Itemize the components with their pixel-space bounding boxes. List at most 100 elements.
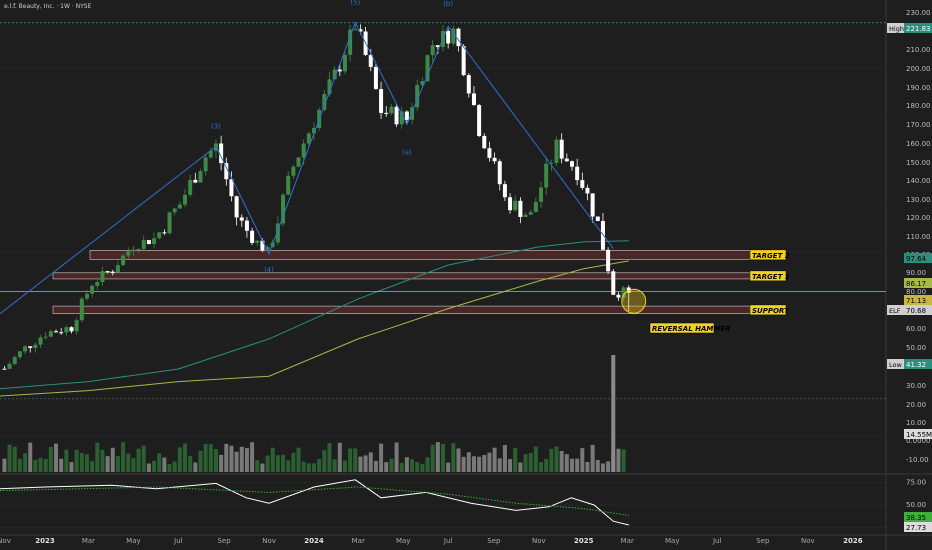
wave-label: (5) bbox=[350, 0, 360, 7]
candle-body bbox=[64, 327, 69, 333]
candle bbox=[43, 331, 48, 340]
candle-body bbox=[17, 351, 22, 358]
time-tick-label: Sep bbox=[487, 537, 501, 545]
candle-body bbox=[38, 337, 43, 345]
candle-body bbox=[585, 187, 590, 194]
hammer-highlight bbox=[621, 288, 647, 314]
price-tick-label: 190.00 bbox=[906, 84, 931, 92]
candle bbox=[286, 171, 291, 196]
candle bbox=[33, 342, 38, 353]
volume-bar bbox=[621, 449, 626, 472]
candle-body bbox=[508, 197, 513, 211]
candle-body bbox=[415, 84, 420, 108]
volume-bar bbox=[296, 447, 301, 472]
volume-bar bbox=[322, 450, 327, 472]
candle bbox=[502, 180, 507, 201]
candle-body bbox=[291, 166, 296, 176]
volume-bars bbox=[2, 355, 626, 472]
candle-body bbox=[59, 332, 64, 334]
candle-body bbox=[208, 150, 213, 158]
price-tick-label: 60.00 bbox=[906, 325, 926, 333]
candle bbox=[69, 326, 74, 334]
volume-bar bbox=[286, 460, 291, 472]
volume-bar bbox=[523, 454, 528, 472]
candle bbox=[451, 25, 456, 46]
rsi-value-box bbox=[904, 522, 932, 532]
candle-body bbox=[368, 54, 373, 67]
zone-target-2: TARGET 2 bbox=[89, 249, 790, 261]
volume-bar bbox=[198, 450, 203, 472]
volume-bar bbox=[23, 453, 28, 472]
candle bbox=[79, 297, 84, 323]
candle-body bbox=[167, 212, 172, 234]
volume-bar bbox=[177, 447, 182, 472]
candle bbox=[193, 172, 198, 184]
price-tag: 86.17 bbox=[904, 278, 932, 288]
candle bbox=[157, 231, 162, 240]
volume-bar bbox=[384, 462, 389, 472]
volume-bar bbox=[255, 460, 260, 472]
volume-bar bbox=[446, 462, 451, 472]
price-tick-label: 210.00 bbox=[906, 46, 931, 54]
volume-bar bbox=[404, 457, 409, 472]
price-tick-label: 200.00 bbox=[906, 65, 931, 73]
candle bbox=[446, 28, 451, 49]
volume-bar bbox=[415, 461, 420, 472]
candle bbox=[533, 197, 538, 213]
volume-bar bbox=[513, 447, 518, 472]
volume-bar bbox=[136, 448, 141, 472]
volume-bar bbox=[471, 456, 476, 472]
candle bbox=[539, 181, 544, 209]
candle-body bbox=[420, 81, 425, 85]
candle bbox=[188, 174, 193, 197]
time-tick-label: Jul bbox=[443, 537, 453, 545]
tag-box bbox=[904, 305, 932, 315]
candle bbox=[590, 193, 595, 223]
volume-bar bbox=[193, 462, 198, 472]
wave-label: (4) bbox=[264, 266, 274, 274]
volume-bar bbox=[430, 444, 435, 472]
candle-body bbox=[322, 93, 327, 110]
candle bbox=[528, 209, 533, 216]
candle bbox=[379, 81, 384, 120]
price-tick-label: 120.00 bbox=[906, 214, 931, 222]
price-tick-label: 140.00 bbox=[906, 177, 931, 185]
candle-body bbox=[229, 179, 234, 197]
volume-bar bbox=[533, 446, 538, 472]
candle bbox=[296, 157, 301, 168]
volume-bar bbox=[126, 453, 131, 472]
candle bbox=[162, 229, 167, 236]
candle-body bbox=[539, 187, 544, 202]
ma-teal-line bbox=[0, 240, 629, 390]
candle-body bbox=[358, 29, 363, 32]
volume-bar bbox=[348, 448, 353, 472]
candle-body bbox=[162, 232, 167, 234]
candle bbox=[17, 350, 22, 360]
candle bbox=[110, 269, 115, 276]
candle bbox=[141, 235, 146, 251]
volume-bar bbox=[162, 457, 167, 472]
volume-bar bbox=[482, 454, 487, 472]
rsi-value: 27.73 bbox=[906, 524, 926, 532]
annotation-reversal-hammer: REVERSAL HAMMER bbox=[649, 322, 731, 334]
volume-bar bbox=[575, 458, 580, 472]
zone-label-box bbox=[749, 270, 787, 282]
volume-bar bbox=[539, 462, 544, 472]
candle bbox=[90, 284, 95, 298]
candle-body bbox=[621, 287, 626, 298]
volume-bar bbox=[250, 442, 255, 472]
volume-bar bbox=[234, 451, 239, 472]
volume-bar bbox=[312, 463, 317, 472]
tag-label-box bbox=[887, 23, 904, 33]
volume-bar bbox=[363, 455, 368, 472]
volume-bar bbox=[260, 463, 265, 472]
volume-bar bbox=[90, 461, 95, 472]
candle bbox=[621, 286, 626, 302]
candle bbox=[291, 164, 296, 180]
candle-body bbox=[389, 106, 394, 114]
annotation-label: REVERSAL HAMMER bbox=[652, 325, 731, 333]
volume-bar bbox=[358, 456, 363, 472]
candle-body bbox=[126, 251, 131, 256]
